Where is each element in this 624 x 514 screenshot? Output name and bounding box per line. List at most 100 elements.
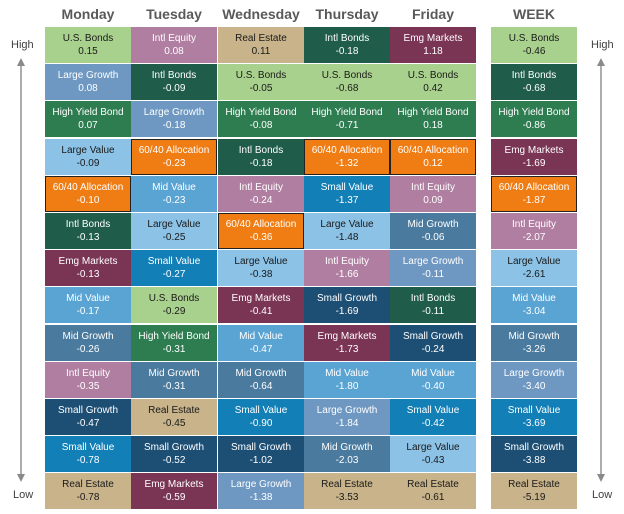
cell-thursday-9: Emg Markets -1.73: [304, 324, 390, 361]
cell-monday-12: Small Value -0.78: [45, 436, 131, 473]
cell-week-12: Small Growth -3.88: [491, 436, 577, 473]
return-value: 0.09: [423, 194, 443, 206]
low-label-right: Low: [592, 489, 613, 501]
asset-name: Large Value: [406, 442, 460, 454]
cell-friday-10: Mid Value -0.40: [390, 361, 476, 398]
return-value: -1.80: [335, 380, 359, 392]
return-value: -0.09: [76, 157, 100, 169]
asset-name: 60/40 Allocation: [397, 144, 469, 156]
return-value: -0.42: [421, 418, 445, 429]
cell-tuesday-4: 60/40 Allocation -0.23: [131, 138, 217, 175]
high-label-right: High: [591, 39, 614, 51]
return-value: 0.11: [251, 46, 271, 57]
cell-tuesday-8: U.S. Bonds -0.29: [131, 287, 217, 324]
return-value: 0.08: [164, 46, 184, 57]
cell-monday-4: Large Value -0.09: [45, 138, 131, 175]
asset-name: Large Growth: [57, 70, 119, 82]
return-value: -2.07: [522, 232, 546, 243]
cell-tuesday-2: Intl Bonds -0.09: [131, 64, 217, 101]
return-value: -2.61: [522, 269, 546, 281]
return-value: 0.18: [423, 120, 443, 132]
return-value: -0.41: [249, 306, 273, 318]
cell-wednesday-13: Large Growth -1.38: [218, 473, 304, 510]
column-header-thursday: Thursday: [315, 6, 379, 22]
cell-friday-5: Intl Equity 0.09: [390, 175, 476, 212]
asset-name: High Yield Bond: [498, 107, 570, 119]
return-value: -0.35: [76, 380, 100, 392]
asset-name: High Yield Bond: [138, 330, 210, 342]
asset-name: Small Value: [234, 405, 288, 416]
return-value: -0.11: [421, 269, 445, 281]
asset-name: Small Growth: [57, 405, 118, 416]
asset-name: Intl Equity: [411, 181, 455, 193]
asset-name: Intl Equity: [512, 219, 556, 230]
asset-name: Small Value: [507, 405, 561, 416]
return-value: -1.73: [335, 343, 359, 355]
return-value: -1.48: [335, 232, 359, 243]
return-value: -0.05: [249, 83, 273, 95]
asset-name: High Yield Bond: [311, 107, 383, 119]
cell-thursday-7: Intl Equity -1.66: [304, 250, 390, 287]
asset-name: High Yield Bond: [225, 107, 297, 119]
return-value: -0.47: [249, 343, 273, 355]
return-value: -0.13: [76, 269, 100, 281]
asset-name: Mid Value: [152, 181, 196, 193]
asset-name: Small Value: [406, 405, 460, 416]
cell-monday-11: Small Growth -0.47: [45, 399, 131, 435]
asset-name: Real Estate: [407, 479, 459, 491]
return-value: -1.69: [522, 157, 546, 169]
cell-wednesday-2: U.S. Bonds -0.05: [218, 64, 304, 101]
asset-name: Intl Bonds: [238, 144, 284, 156]
return-value: -0.46: [522, 46, 546, 57]
return-value: -1.32: [335, 157, 359, 169]
asset-name: Emg Markets: [403, 33, 463, 44]
cell-week-1: U.S. Bonds -0.46: [491, 27, 577, 63]
cell-monday-8: Mid Value -0.17: [45, 287, 131, 324]
high-label-left: High: [11, 39, 34, 51]
cell-week-13: Real Estate -5.19: [491, 473, 577, 510]
asset-name: U.S. Bonds: [508, 33, 560, 44]
asset-name: Intl Equity: [66, 367, 110, 379]
return-value: -0.18: [335, 46, 359, 57]
cell-thursday-6: Large Value -1.48: [304, 213, 390, 249]
cell-monday-1: U.S. Bonds 0.15: [45, 27, 131, 63]
return-value: -0.59: [162, 492, 186, 504]
cell-tuesday-12: Small Growth -0.52: [131, 436, 217, 473]
cell-tuesday-3: Large Growth -0.18: [131, 101, 217, 138]
asset-name: Real Estate: [508, 479, 560, 491]
cell-thursday-13: Real Estate -3.53: [304, 473, 390, 510]
return-value: 1.18: [423, 46, 443, 57]
return-value: -0.40: [421, 380, 445, 392]
cell-wednesday-4: Intl Bonds -0.18: [218, 138, 304, 175]
asset-name: Intl Bonds: [511, 70, 557, 82]
return-value: -0.45: [162, 418, 186, 429]
cell-friday-7: Large Growth -0.11: [390, 250, 476, 287]
cell-friday-12: Large Value -0.43: [390, 436, 476, 473]
return-value: -0.43: [421, 455, 445, 467]
asset-name: Mid Growth: [235, 367, 287, 379]
asset-name: Emg Markets: [144, 479, 204, 491]
return-value: -0.31: [162, 343, 186, 355]
asset-name: Large Value: [61, 144, 115, 156]
cell-week-8: Mid Value -3.04: [491, 287, 577, 324]
return-value: -0.13: [76, 232, 100, 243]
cell-monday-7: Emg Markets -0.13: [45, 250, 131, 287]
return-value: -3.53: [335, 492, 359, 504]
asset-name: Small Growth: [503, 442, 564, 454]
return-value: -0.38: [249, 269, 273, 281]
cell-week-7: Large Value -2.61: [491, 250, 577, 287]
asset-name: Intl Equity: [239, 181, 283, 193]
cell-thursday-1: Intl Bonds -0.18: [304, 27, 390, 63]
cell-tuesday-13: Emg Markets -0.59: [131, 473, 217, 510]
asset-name: Emg Markets: [317, 330, 377, 342]
asset-name: Mid Growth: [321, 442, 373, 454]
return-value: 0.07: [78, 120, 98, 132]
column-header-friday: Friday: [411, 6, 454, 22]
return-value: -0.26: [76, 343, 100, 355]
return-value: -3.69: [522, 418, 546, 429]
asset-name: Large Growth: [230, 479, 292, 491]
asset-name: 60/40 Allocation: [498, 181, 570, 193]
return-value: -0.25: [162, 232, 186, 243]
cell-friday-1: Emg Markets 1.18: [390, 27, 476, 63]
cell-week-3: High Yield Bond -0.86: [491, 101, 577, 138]
